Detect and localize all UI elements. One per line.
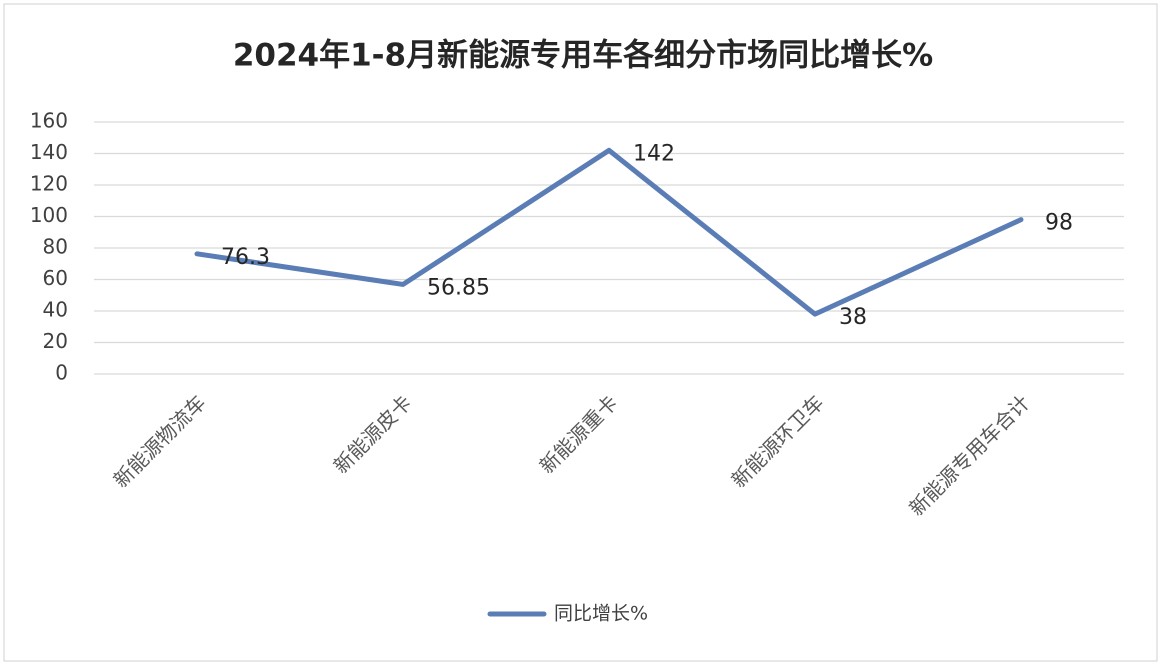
data-line <box>194 147 1024 317</box>
legend-label: 同比增长% <box>554 603 648 625</box>
data-label: 56.85 <box>427 275 490 300</box>
y-tick-label: 40 <box>43 298 68 322</box>
data-label: 38 <box>839 305 867 330</box>
y-tick-label: 60 <box>43 266 68 290</box>
y-tick-label: 120 <box>30 172 68 196</box>
chart-frame <box>3 3 1158 662</box>
data-label: 98 <box>1045 211 1073 236</box>
y-tick-label: 20 <box>43 329 68 353</box>
y-tick-label: 160 <box>30 109 68 133</box>
y-tick-label: 140 <box>30 140 68 164</box>
data-label: 142 <box>633 141 675 166</box>
chart-title: 2024年1-8月新能源专用车各细分市场同比增长% <box>233 38 933 74</box>
y-tick-label: 100 <box>30 203 68 227</box>
y-tick-label: 80 <box>43 235 68 259</box>
y-tick-label: 0 <box>55 361 68 385</box>
data-label: 76.3 <box>221 245 270 270</box>
